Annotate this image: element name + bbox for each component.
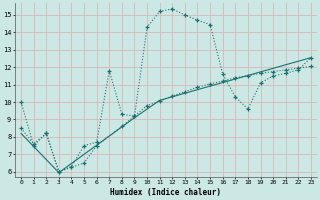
X-axis label: Humidex (Indice chaleur): Humidex (Indice chaleur) (110, 188, 221, 197)
